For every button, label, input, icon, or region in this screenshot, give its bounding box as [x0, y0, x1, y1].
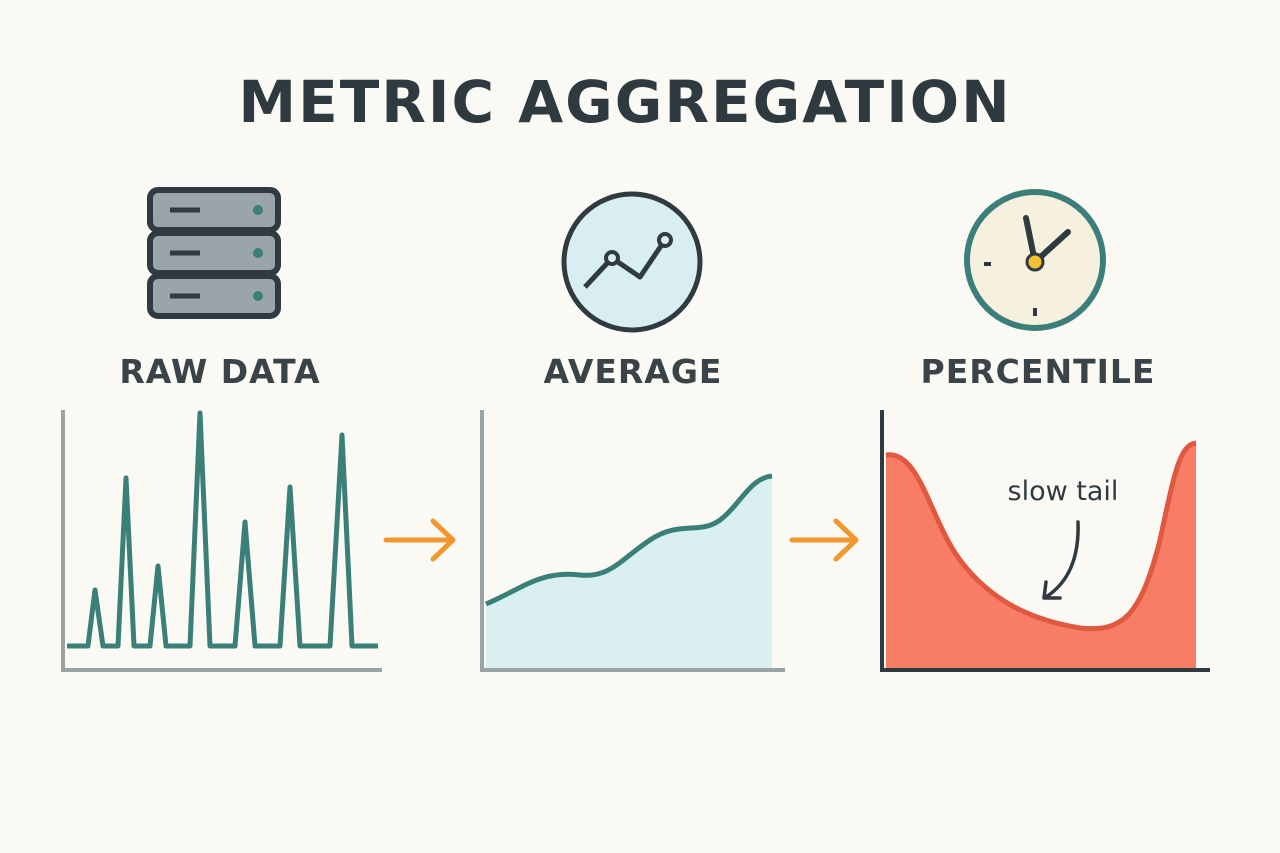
panel-label: AVERAGE: [544, 352, 723, 391]
panel-label: RAW DATA: [119, 352, 320, 391]
clock-icon: [964, 189, 1106, 331]
arrow: [789, 518, 859, 562]
annotation: slow tail: [1008, 476, 1119, 507]
raw-chart: [61, 410, 382, 672]
arrow: [383, 518, 456, 562]
percentile-chart: slow tail: [880, 410, 1210, 672]
server-icon: [147, 187, 281, 319]
title: METRIC AGGREGATION: [238, 68, 1011, 136]
panel-label: PERCENTILE: [921, 352, 1156, 391]
average-chart: [480, 410, 785, 672]
trend-icon: [561, 191, 703, 333]
